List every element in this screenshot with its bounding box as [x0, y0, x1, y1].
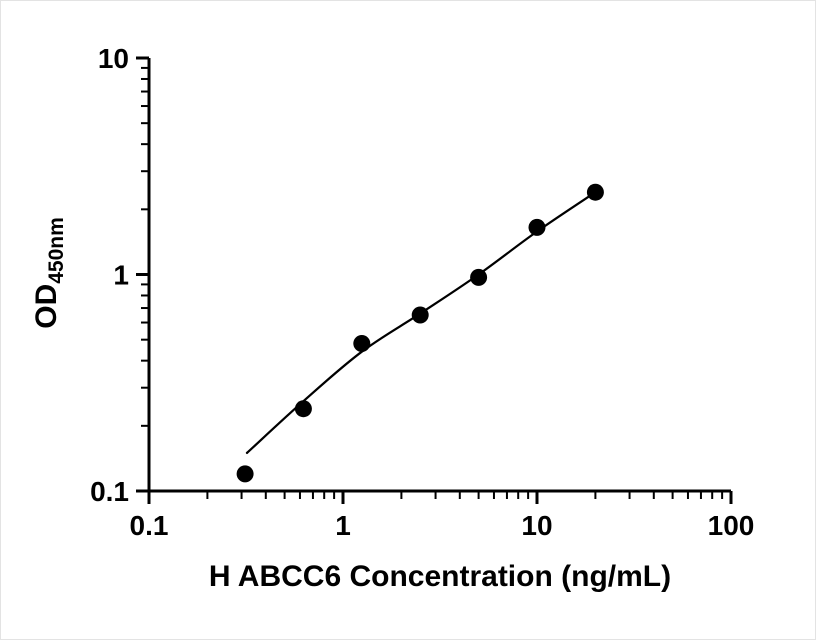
y-tick-label: 0.1	[90, 476, 129, 507]
x-axis-title: H ABCC6 Concentration (ng/mL)	[209, 560, 671, 593]
x-tick-label: 10	[521, 510, 552, 541]
data-point	[353, 335, 371, 352]
x-tick-label: 1	[335, 510, 351, 541]
y-axis-title: OD450nm	[30, 217, 68, 329]
data-point	[294, 400, 312, 418]
tick-labels: 0.1 1 10 100 0.1 1 10	[90, 43, 754, 541]
x-tick-label: 100	[708, 510, 755, 541]
major-ticks	[136, 56, 733, 504]
x-tick-label: 0.1	[130, 510, 169, 541]
minor-ticks	[141, 66, 724, 499]
data-point	[470, 268, 488, 286]
y-tick-label: 10	[98, 43, 129, 74]
y-axis-title-subscript: 450nm	[45, 217, 68, 284]
data-point	[236, 465, 254, 483]
data-points	[236, 183, 604, 483]
y-axis-title-main: OD	[30, 284, 63, 329]
data-point	[586, 183, 604, 201]
data-point	[528, 218, 546, 236]
y-tick-label: 1	[113, 260, 129, 291]
data-point	[411, 306, 429, 324]
